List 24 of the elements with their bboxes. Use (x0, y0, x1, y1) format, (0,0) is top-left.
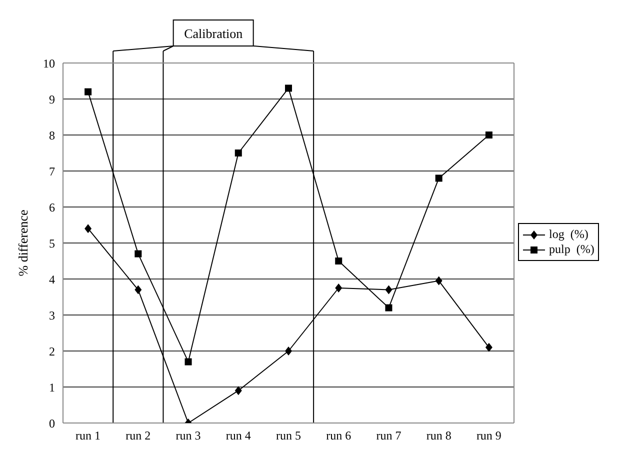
legend-label: log (%) (549, 227, 588, 242)
y-tick-label: 1 (49, 380, 55, 394)
text: Calibration (184, 26, 244, 41)
y-tick-label: 5 (49, 236, 55, 250)
x-tick-label: run 2 (126, 428, 151, 443)
y-tick-label: 10 (43, 56, 55, 70)
y-tick-label: 6 (49, 200, 55, 214)
x-tick-label: run 6 (326, 428, 352, 443)
y-tick-label: 7 (49, 164, 55, 178)
x-tick-label: run 7 (376, 428, 402, 443)
y-tick-label: 8 (49, 128, 55, 142)
x-tick-label: run 1 (76, 428, 101, 443)
y-tick-label: 4 (49, 272, 55, 286)
y-tick-label: 3 (49, 308, 55, 322)
y-axis-title: % difference (16, 210, 31, 276)
y-tick-label: 9 (49, 92, 55, 106)
x-tick-label: run 8 (426, 428, 452, 443)
x-tick-label: run 5 (276, 428, 301, 443)
y-tick-label: 0 (49, 416, 55, 430)
legend-label: pulp (%) (549, 242, 594, 257)
x-tick-label: run 9 (476, 428, 502, 443)
x-tick-label: run 4 (226, 428, 251, 443)
y-tick-label: 2 (49, 344, 55, 358)
x-tick-label: run 3 (176, 428, 201, 443)
